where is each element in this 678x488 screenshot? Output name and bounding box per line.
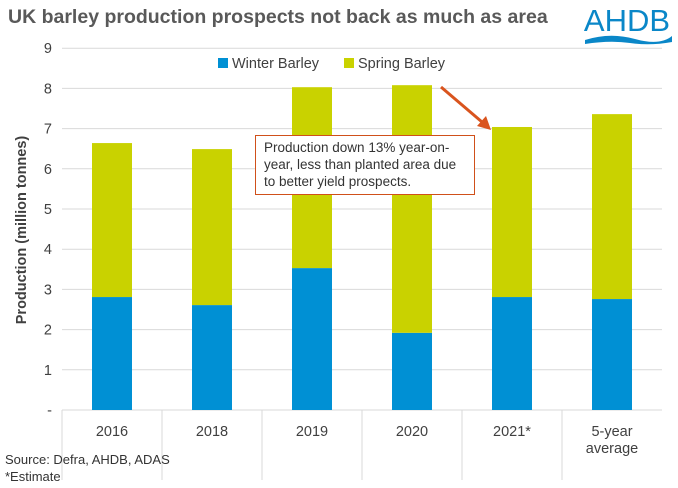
chart-title: UK barley production prospects not back …: [8, 6, 548, 28]
legend-swatch-winter: [218, 58, 228, 68]
y-tick-label: 9: [44, 41, 52, 57]
y-tick-label: 3: [44, 282, 52, 298]
bar-winter: [392, 332, 432, 410]
x-tick-label: 2018: [196, 424, 228, 440]
legend-swatch-spring: [344, 58, 354, 68]
annotation-arrow: [440, 85, 491, 130]
legend-label-winter: Winter Barley: [232, 56, 320, 72]
bar-winter: [292, 268, 332, 410]
svg-text:AHDB: AHDB: [584, 3, 670, 38]
y-tick-label: 6: [44, 162, 52, 178]
bar-winter: [92, 297, 132, 410]
bar-winter: [592, 299, 632, 410]
x-tick-label: 2016: [96, 424, 128, 440]
x-tick-label: 2019: [296, 424, 328, 440]
legend: Winter Barley Spring Barley: [218, 56, 446, 72]
bar-spring: [192, 149, 232, 306]
y-tick-label: 7: [44, 122, 52, 138]
y-tick-label: 4: [44, 242, 52, 258]
y-tick-label: 1: [44, 363, 52, 379]
annotation-box: Production down 13% year-on-year, less t…: [255, 135, 475, 195]
y-tick-label: 5: [44, 202, 52, 218]
bar-winter: [492, 297, 532, 410]
x-tick-label: average: [586, 441, 638, 457]
ahdb-logo: AHDB: [584, 3, 672, 45]
bar-spring: [392, 85, 432, 333]
x-tick-label: 2020: [396, 424, 428, 440]
bar-spring: [92, 143, 132, 298]
legend-label-spring: Spring Barley: [358, 56, 446, 72]
source-text: Source: Defra, AHDB, ADAS: [5, 452, 170, 467]
y-tick-label: 2: [44, 323, 52, 339]
x-tick-label: 2021*: [493, 424, 531, 440]
bar-spring: [492, 126, 532, 298]
y-tick-label: 8: [44, 81, 52, 97]
x-tick-label: 5-year: [591, 424, 632, 440]
source-note: Source: Defra, AHDB, ADAS *Estimate: [5, 451, 170, 485]
bar-winter: [192, 305, 232, 410]
y-axis-label: Production (million tonnes): [14, 136, 30, 325]
bar-spring: [592, 114, 632, 300]
y-tick-label: -: [47, 403, 52, 419]
footnote-text: *Estimate: [5, 469, 61, 484]
